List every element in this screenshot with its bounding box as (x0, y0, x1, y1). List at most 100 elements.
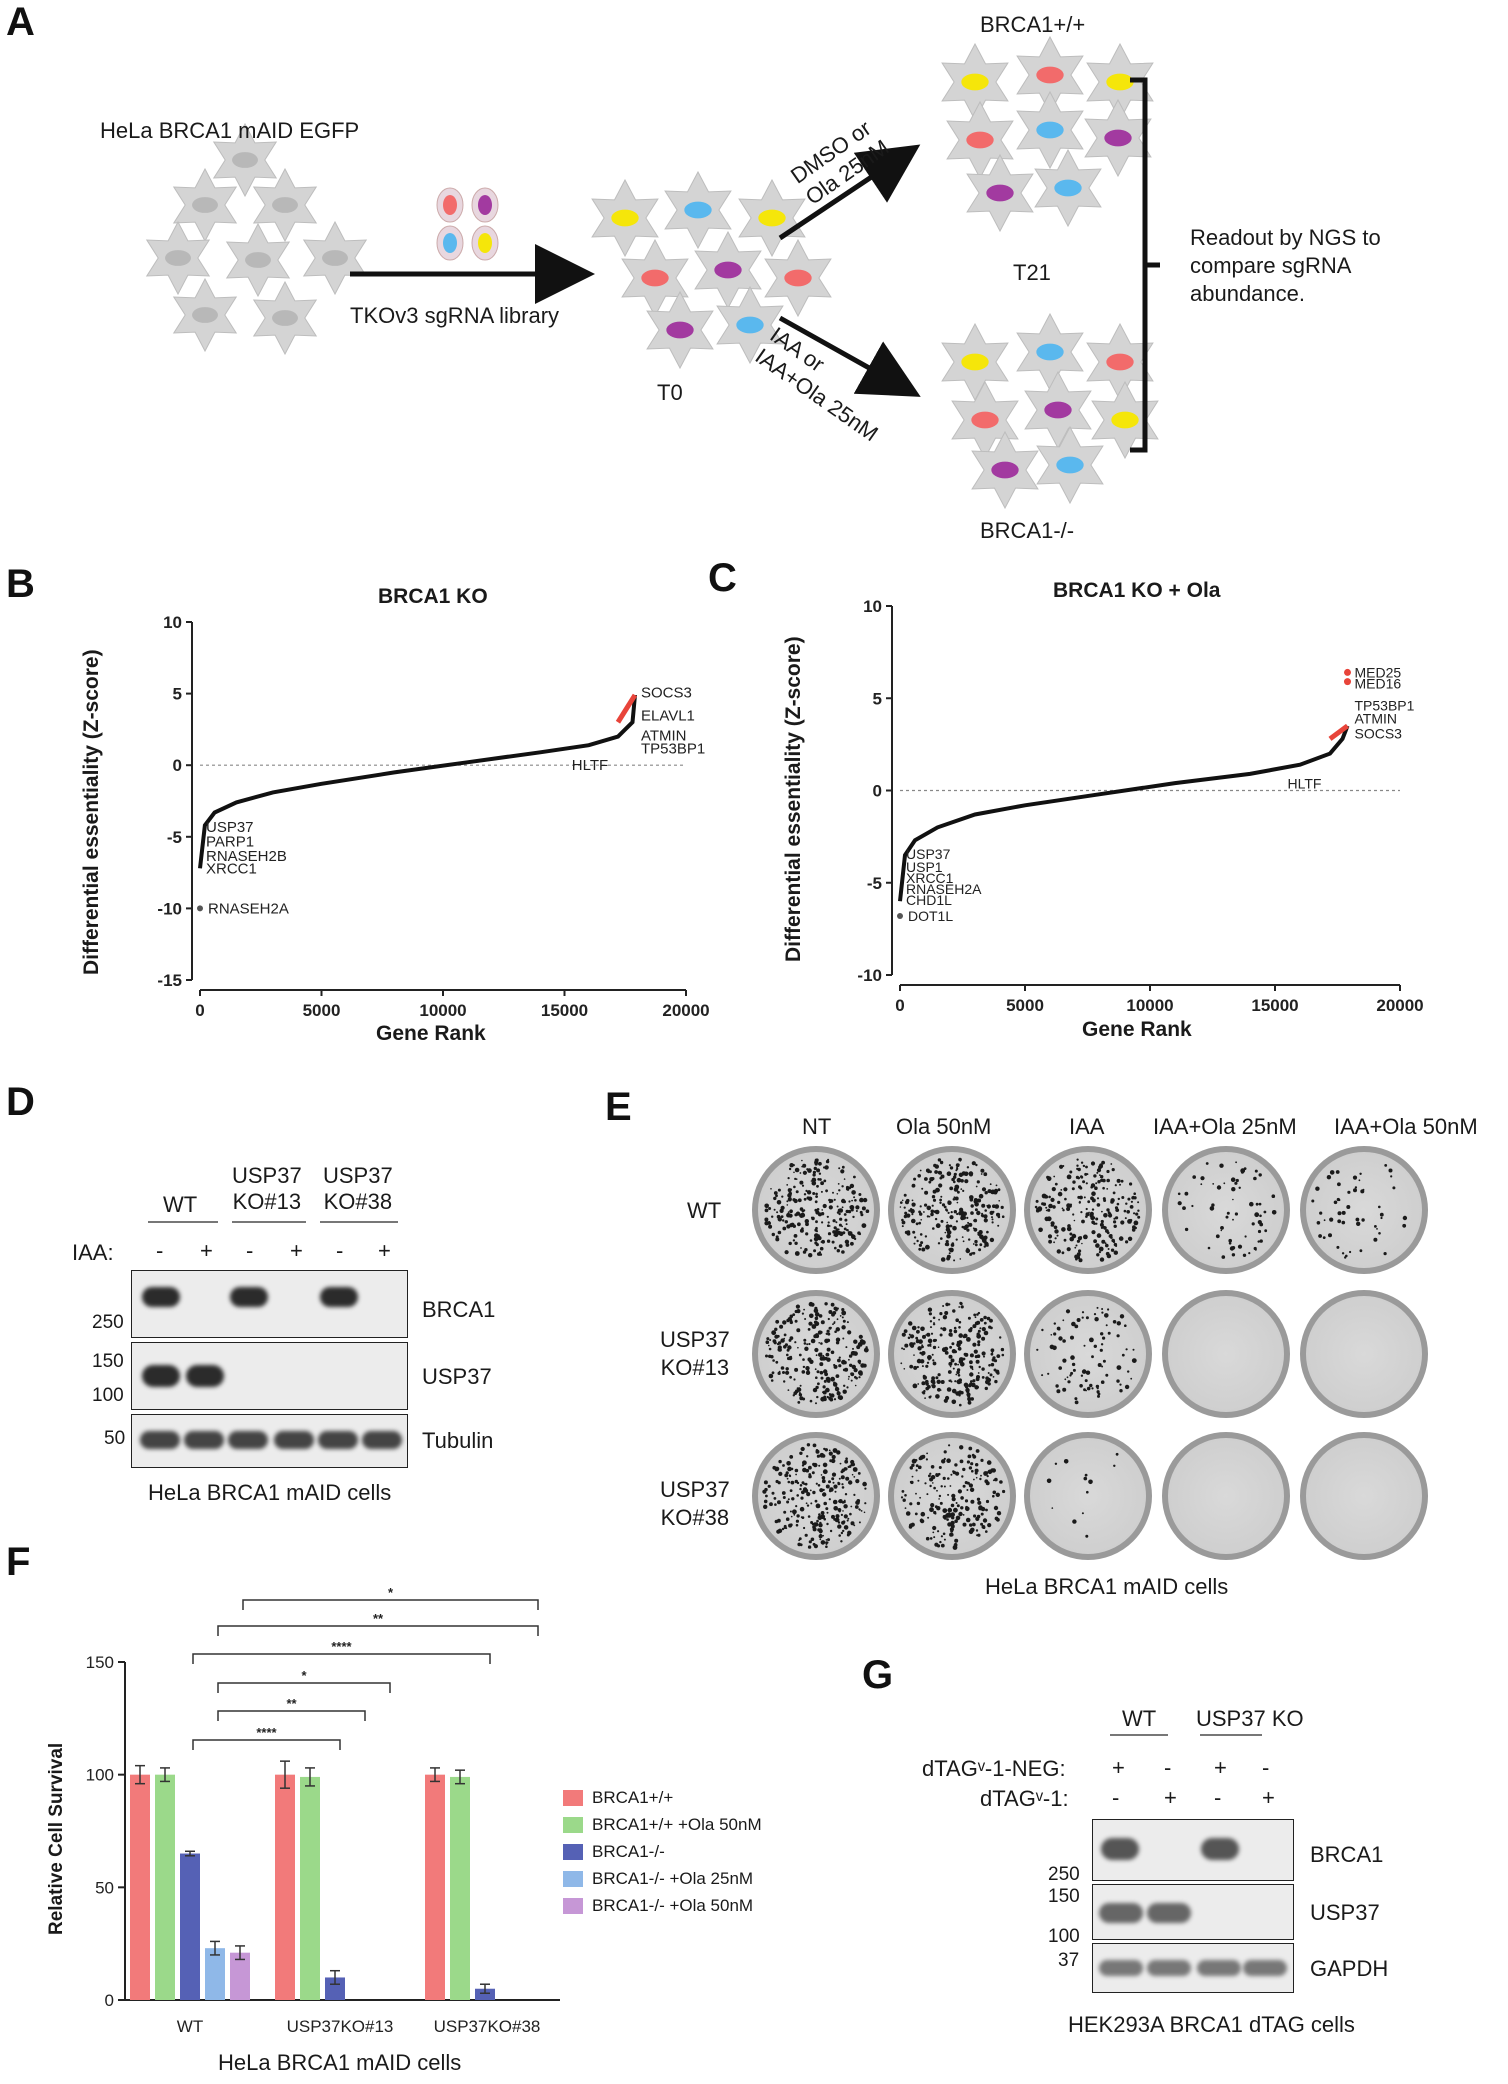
d-band (320, 1287, 358, 1307)
chart-b-title: BRCA1 KO (378, 585, 488, 608)
colony-plate (1024, 1432, 1152, 1560)
rank-curve (198, 694, 637, 869)
d-group-ko38-line1: USP37 (323, 1163, 393, 1188)
chart-b-xlabel: Gene Rank (376, 1022, 486, 1045)
colony-dots (1177, 1161, 1277, 1259)
colony-dots (1036, 1306, 1137, 1405)
e-col-ola50: Ola 50nM (896, 1114, 992, 1139)
panel-letter-b: B (6, 562, 35, 606)
legend-label: BRCA1-/- (592, 1842, 665, 1861)
e-col-iaa-ola25: IAA+Ola 25nM (1153, 1114, 1297, 1139)
panel-letter-a: A (6, 0, 35, 44)
y-tick-label: 100 (86, 1766, 114, 1785)
g-treat2-sign: - (1214, 1785, 1222, 1810)
significance-label: ** (286, 1696, 297, 1711)
d-group-wt: WT (163, 1192, 197, 1218)
cell-nucleus (966, 131, 994, 149)
cell-nucleus (784, 269, 812, 287)
x-tick-label: 15000 (1251, 996, 1298, 1015)
d-protein-usp37: USP37 (422, 1364, 492, 1389)
g-protein-usp37: USP37 (1310, 1900, 1380, 1925)
significance-bracket (217, 1682, 391, 1693)
significance-bracket (242, 1599, 539, 1610)
cell-nucleus (245, 252, 271, 268)
d-caption: HeLa BRCA1 mAID cells (148, 1480, 392, 1505)
g-treat2-sign: + (1164, 1785, 1177, 1810)
gene-annotation: USP37 (206, 819, 254, 836)
gene-annotation: XRCC1 (906, 870, 954, 886)
library-label: TKOv3 sgRNA library (350, 303, 560, 328)
highlight-top (1328, 723, 1349, 741)
d-band (142, 1365, 180, 1387)
d-blot-brca1 (131, 1270, 408, 1338)
chart-c-xlabel: Gene Rank (1082, 1018, 1192, 1041)
cell-nucleus (1036, 66, 1064, 84)
chart-c-title: BRCA1 KO + Ola (1053, 579, 1221, 602)
colony-plate (1024, 1290, 1152, 1418)
g-band (1147, 1903, 1191, 1923)
g-band (1197, 1960, 1241, 1976)
colony-dots (900, 1444, 1006, 1550)
colony-dots (762, 1443, 867, 1549)
y-tick-label: 150 (86, 1653, 114, 1672)
d-marker-250: 250 (92, 1312, 124, 1333)
cell-nucleus (1106, 73, 1134, 91)
d-band (362, 1431, 402, 1449)
bar (230, 1952, 250, 2000)
x-tick-label: 20000 (662, 1001, 709, 1020)
bar (205, 1948, 225, 2000)
cell-nucleus (1036, 121, 1064, 139)
colony-plate (1300, 1432, 1428, 1560)
significance-bracket (217, 1710, 366, 1721)
cell-nucleus (986, 184, 1014, 202)
panel-letter-g: G (862, 1653, 894, 1697)
gene-annotation: ELAVL1 (641, 708, 695, 725)
cell-nucleus (961, 73, 989, 91)
lower-arrow (778, 315, 921, 397)
g-treat2-sign: - (1112, 1785, 1120, 1810)
library-tube-fill (478, 195, 492, 215)
g-blot-gapdh (1092, 1943, 1294, 1993)
x-tick-label: 10000 (1126, 996, 1173, 1015)
g-blot-brca1 (1092, 1819, 1294, 1881)
e-row-ko38-line1: USP37 (660, 1477, 730, 1502)
x-tick-label: 15000 (541, 1001, 588, 1020)
g-treat1-sign: - (1262, 1755, 1270, 1780)
d-treatment-sign: - (246, 1238, 254, 1263)
e-col-iaa-ola50: IAA+Ola 50nM (1334, 1114, 1478, 1139)
g-band (1101, 1838, 1139, 1860)
cell-nucleus (192, 307, 218, 323)
gene-annotation: RNASEH2A (208, 900, 289, 917)
panel-letter-f: F (6, 1540, 31, 1584)
legend-swatch (563, 1844, 583, 1860)
d-group-wt-text: WT (163, 1192, 198, 1217)
bar (425, 1774, 445, 2000)
x-tick-label: 5000 (303, 1001, 341, 1020)
gene-annotation: RNASEH2B (206, 848, 287, 865)
d-treatment-sign: + (200, 1238, 213, 1263)
cell-nucleus (641, 269, 669, 287)
gene-annotation: CHD1L (906, 892, 952, 908)
d-treatment-sign: - (156, 1238, 164, 1263)
colony-dots (899, 1157, 1005, 1262)
bar (180, 1853, 200, 2000)
bar (130, 1774, 150, 2000)
gene-annotation: TP53BP1 (641, 740, 705, 757)
cell-nucleus (1054, 179, 1082, 197)
colony-plate (1162, 1146, 1290, 1274)
g-treat1-label: dTAGᵛ-1-NEG: (922, 1756, 1066, 1781)
bar (325, 1977, 345, 2000)
x-tick-label: 0 (195, 1001, 204, 1020)
category-label: WT (177, 2017, 203, 2036)
y-tick-label: 0 (105, 1991, 114, 2010)
gene-annotation: TP53BP1 (1355, 698, 1415, 714)
g-group-wt: WT (1122, 1706, 1157, 1731)
highlight-point (1344, 678, 1351, 686)
d-band (142, 1287, 180, 1307)
gene-annotation: HLTF (1288, 776, 1322, 792)
e-row-ko13-line2: KO#13 (660, 1355, 730, 1380)
panel-letter-c: C (708, 556, 737, 600)
library-tube-fill (443, 195, 457, 215)
